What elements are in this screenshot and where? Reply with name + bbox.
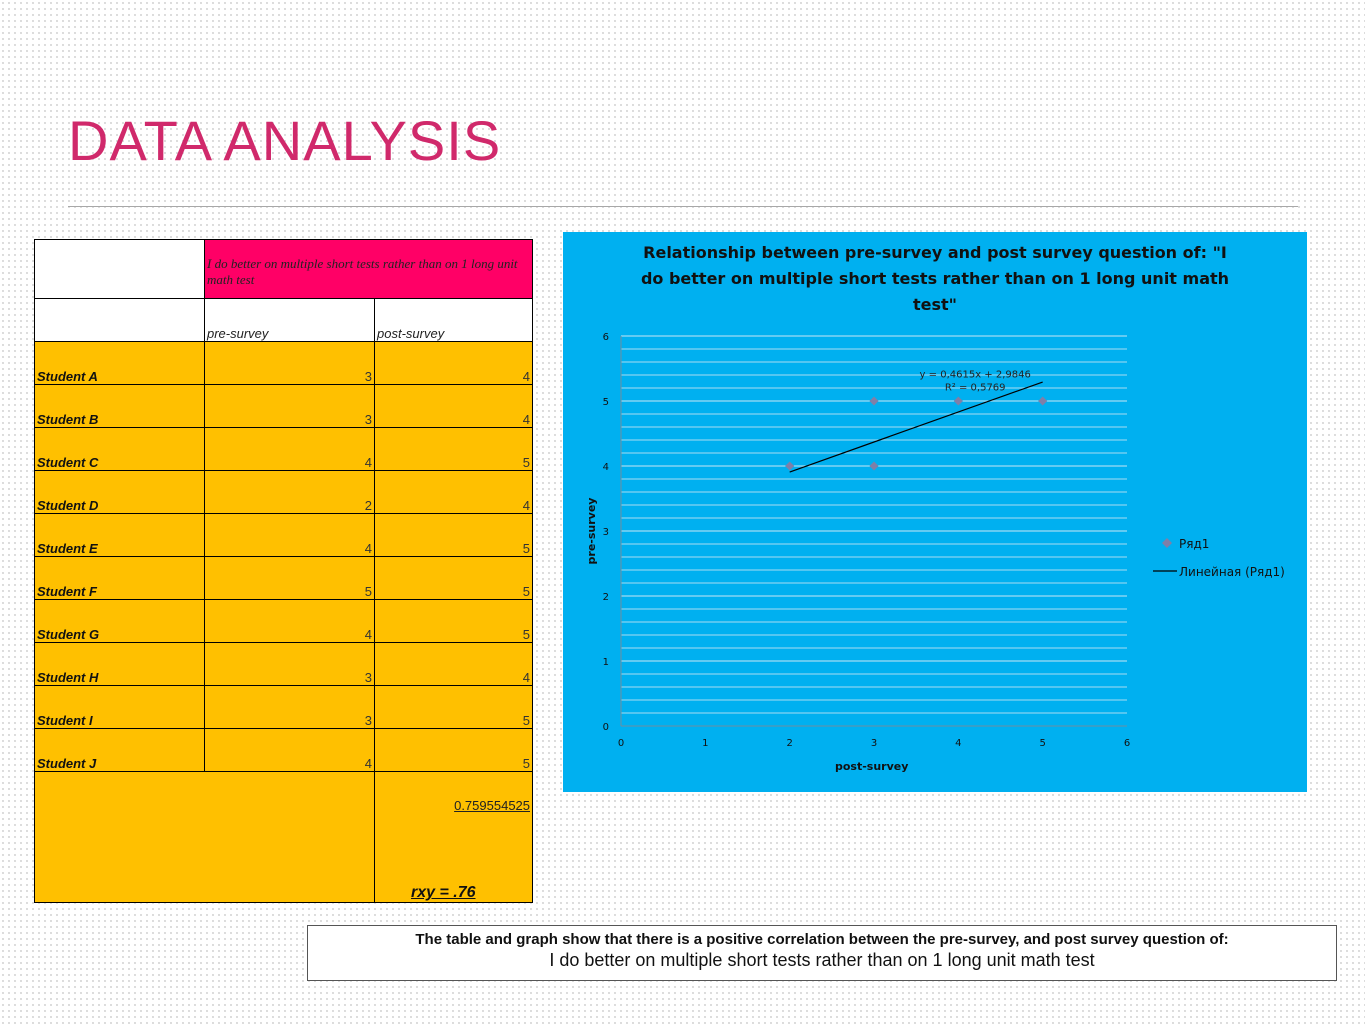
trendline-equation: y = 0,4615x + 2,9846 bbox=[920, 370, 1031, 381]
legend-label-series: Ряд1 bbox=[1179, 537, 1209, 551]
caption-line-1: The table and graph show that there is a… bbox=[415, 931, 1229, 948]
student-name: Student B bbox=[34, 384, 205, 428]
table-row: Student E 4 5 bbox=[34, 513, 534, 557]
table-blank-cell bbox=[34, 298, 205, 342]
table-question-header: I do better on multiple short tests rath… bbox=[203, 239, 534, 299]
table-row: Student B 3 4 bbox=[34, 384, 534, 428]
chart-canvas: Relationship between pre-survey and post… bbox=[585, 243, 1285, 773]
chart-title-line: do better on multiple short tests rather… bbox=[641, 269, 1229, 288]
post-survey-value: 5 bbox=[373, 728, 534, 772]
x-axis-label: post-survey bbox=[835, 760, 908, 773]
student-name: Student G bbox=[34, 599, 205, 643]
pre-survey-value: 2 bbox=[204, 470, 375, 514]
title-divider bbox=[68, 206, 1298, 207]
chart-title-line: Relationship between pre-survey and post… bbox=[643, 243, 1227, 262]
student-name: Student A bbox=[34, 341, 205, 385]
data-point bbox=[869, 461, 879, 471]
y-tick-label: 6 bbox=[603, 332, 609, 343]
table-row: Student D 2 4 bbox=[34, 470, 534, 514]
table-row: Student C 4 5 bbox=[34, 427, 534, 471]
survey-table: I do better on multiple short tests rath… bbox=[34, 239, 534, 903]
trendline-r-squared: R² = 0,5769 bbox=[945, 383, 1006, 394]
table-row: Student I 3 5 bbox=[34, 685, 534, 729]
chart-title-line: test" bbox=[913, 295, 957, 314]
x-tick-label: 2 bbox=[786, 738, 792, 749]
y-tick-label: 0 bbox=[603, 722, 609, 733]
x-tick-label: 6 bbox=[1124, 738, 1130, 749]
table-row: Student A 3 4 bbox=[34, 341, 534, 385]
post-survey-value: 4 bbox=[373, 642, 534, 686]
student-name: Student D bbox=[34, 470, 205, 514]
column-header-post: post-survey bbox=[373, 298, 534, 342]
pre-survey-value: 4 bbox=[204, 599, 375, 643]
post-survey-value: 5 bbox=[373, 599, 534, 643]
summary-blank-cell bbox=[34, 771, 375, 903]
y-tick-label: 1 bbox=[603, 657, 609, 668]
pre-survey-value: 5 bbox=[204, 556, 375, 600]
pre-survey-value: 4 bbox=[204, 513, 375, 557]
pre-survey-value: 3 bbox=[204, 642, 375, 686]
page-title: DATA ANALYSIS bbox=[68, 109, 502, 172]
student-name: Student F bbox=[34, 556, 205, 600]
y-axis-label: pre-survey bbox=[585, 498, 598, 565]
legend-label-trendline: Линейная (Ряд1) bbox=[1179, 565, 1285, 579]
post-survey-value: 5 bbox=[373, 685, 534, 729]
student-name: Student I bbox=[34, 685, 205, 729]
table-corner-cell bbox=[34, 239, 205, 299]
post-survey-value: 5 bbox=[373, 513, 534, 557]
data-point bbox=[1038, 396, 1048, 406]
post-survey-value: 4 bbox=[373, 384, 534, 428]
post-survey-value: 5 bbox=[373, 556, 534, 600]
caption-line-2: I do better on multiple short tests rath… bbox=[549, 950, 1095, 970]
y-tick-label: 5 bbox=[603, 397, 609, 408]
pre-survey-value: 4 bbox=[204, 427, 375, 471]
table-row: Student J 4 5 bbox=[34, 728, 534, 772]
pre-survey-value: 4 bbox=[204, 728, 375, 772]
y-tick-label: 4 bbox=[603, 462, 609, 473]
pre-survey-value: 3 bbox=[204, 685, 375, 729]
table-row: Student G 4 5 bbox=[34, 599, 534, 643]
data-point bbox=[785, 461, 795, 471]
rxy-label: rxy = .76 bbox=[411, 884, 476, 901]
x-tick-label: 4 bbox=[955, 738, 961, 749]
post-survey-value: 4 bbox=[373, 341, 534, 385]
post-survey-value: 4 bbox=[373, 470, 534, 514]
legend-marker-series bbox=[1162, 538, 1172, 548]
table-row: Student H 3 4 bbox=[34, 642, 534, 686]
scatter-chart: Relationship between pre-survey and post… bbox=[563, 232, 1307, 792]
trendline bbox=[789, 381, 1043, 473]
student-name: Student J bbox=[34, 728, 205, 772]
student-name: Student H bbox=[34, 642, 205, 686]
x-tick-label: 1 bbox=[702, 738, 708, 749]
x-tick-label: 0 bbox=[618, 738, 624, 749]
x-tick-label: 3 bbox=[871, 738, 877, 749]
student-name: Student C bbox=[34, 427, 205, 471]
pre-survey-value: 3 bbox=[204, 341, 375, 385]
pre-survey-value: 3 bbox=[204, 384, 375, 428]
table-row: Student F 5 5 bbox=[34, 556, 534, 600]
data-point bbox=[953, 396, 963, 406]
data-point bbox=[869, 396, 879, 406]
caption-box: The table and graph show that there is a… bbox=[307, 925, 1337, 981]
y-tick-label: 2 bbox=[603, 592, 609, 603]
student-name: Student E bbox=[34, 513, 205, 557]
x-tick-label: 5 bbox=[1039, 738, 1045, 749]
summary-cell: 0.759554525 rxy = .76 bbox=[373, 771, 534, 903]
column-header-pre: pre-survey bbox=[204, 298, 375, 342]
correlation-value: 0.759554525 bbox=[454, 798, 531, 813]
y-tick-label: 3 bbox=[603, 527, 609, 538]
post-survey-value: 5 bbox=[373, 427, 534, 471]
